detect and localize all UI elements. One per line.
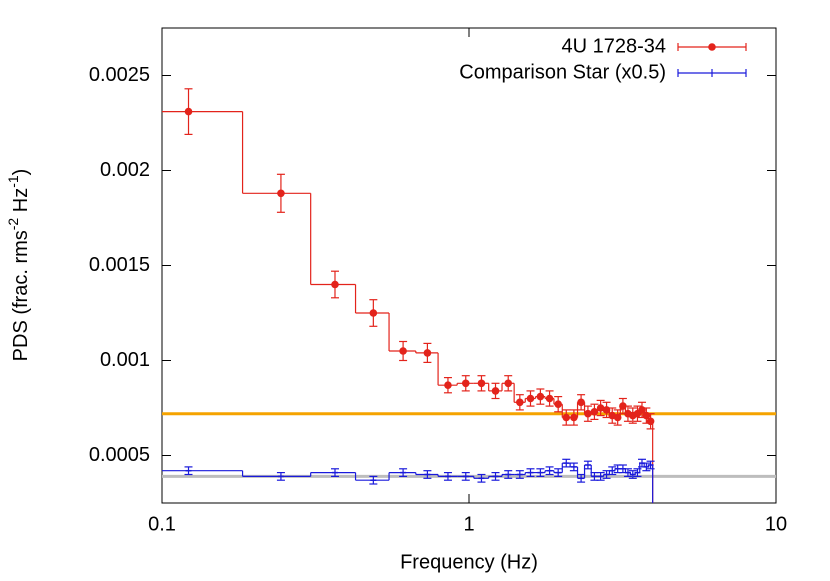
- y-tick-label: 0.0005: [89, 444, 150, 466]
- y-tick-label: 0.001: [100, 349, 150, 371]
- legend-label: 4U 1728-34: [561, 35, 666, 57]
- data-point: [399, 347, 407, 355]
- data-point: [577, 398, 585, 407]
- data-point: [536, 392, 545, 401]
- data-point: [590, 408, 599, 416]
- data-point: [562, 413, 571, 422]
- y-tick-label: 0.0015: [89, 254, 150, 276]
- y-axis-label: PDS (frac. rms-2 Hz-1): [5, 169, 33, 362]
- data-point: [516, 398, 524, 407]
- y-tick-label: 0.0025: [89, 64, 150, 86]
- y-label-part: Hz: [10, 188, 32, 218]
- legend-marker: [708, 43, 716, 51]
- data-point: [619, 402, 627, 410]
- data-point: [423, 349, 432, 357]
- y-label-part: ): [10, 169, 32, 176]
- data-point: [596, 404, 605, 412]
- y-label-sup: -1: [5, 175, 21, 188]
- y-label-sup: -2: [5, 218, 21, 231]
- data-point: [526, 394, 535, 403]
- data-point: [369, 309, 378, 317]
- x-tick-label: 1: [463, 513, 474, 535]
- y-label-part: PDS (frac. rms: [10, 230, 32, 361]
- data-point: [613, 413, 622, 422]
- data-point: [461, 379, 470, 388]
- data-point: [545, 394, 554, 403]
- plot-area: [162, 88, 776, 503]
- data-point: [554, 400, 562, 409]
- data-point: [331, 280, 339, 289]
- data-point: [584, 409, 592, 418]
- x-tick-label: 10: [765, 513, 787, 535]
- data-point: [444, 381, 452, 390]
- data-point: [277, 189, 285, 198]
- data-point: [184, 107, 193, 116]
- legend-label: Comparison Star (x0.5): [459, 61, 666, 83]
- data-point: [477, 379, 486, 388]
- plot-frame: [161, 27, 777, 504]
- y-tick-label: 0.002: [100, 159, 150, 181]
- data-point: [491, 387, 500, 395]
- x-tick-label: 0.1: [148, 513, 176, 535]
- data-point: [570, 413, 578, 422]
- data-point: [602, 406, 611, 414]
- data-point: [646, 417, 655, 426]
- data-point: [504, 379, 513, 388]
- x-axis-label: Frequency (Hz): [400, 551, 538, 573]
